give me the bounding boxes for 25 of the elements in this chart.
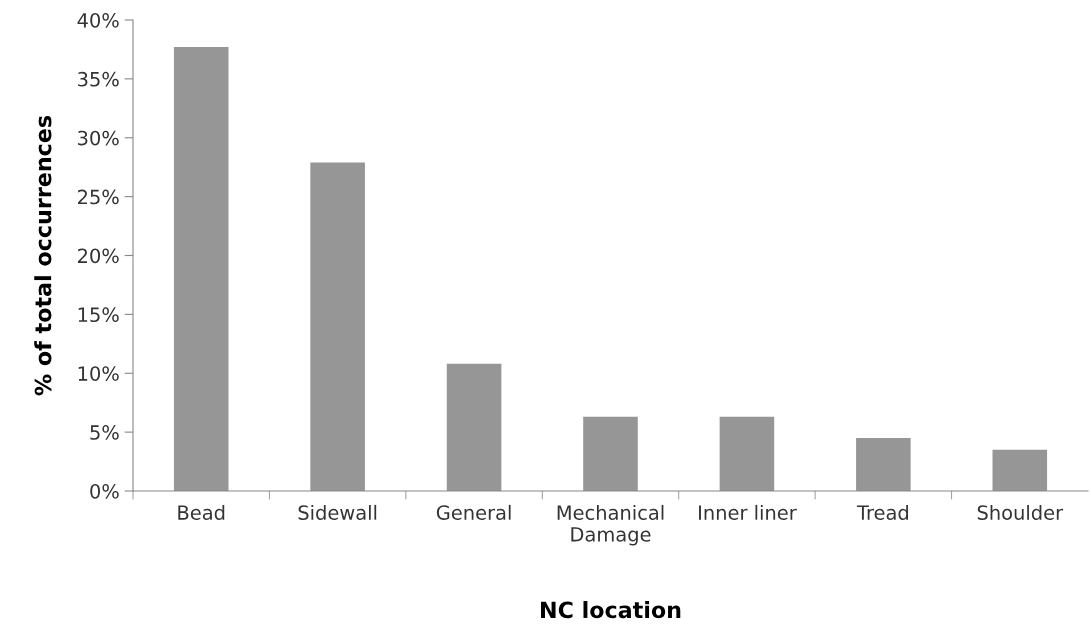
x-tick-label: Sidewall (298, 504, 377, 520)
y-tick-label: 25% (78, 189, 119, 205)
x-tick-label: Bead (178, 504, 225, 520)
bar (719, 416, 775, 491)
x-tick-label: Inner liner (699, 504, 797, 520)
y-tick-label: 5% (90, 425, 119, 440)
x-tick-label: Tread (856, 504, 908, 520)
bar (583, 416, 638, 491)
y-tick-label: 30% (78, 130, 119, 146)
y-tick-label: 10% (78, 366, 119, 381)
bar (856, 438, 911, 491)
bar (310, 162, 365, 491)
y-tick-label: 20% (78, 248, 119, 264)
x-tick-label: General (436, 504, 511, 520)
x-tick-label: Mechanical Damage (557, 504, 664, 546)
y-axis-title: % of total occurrences (34, 115, 52, 396)
bar (446, 363, 502, 491)
bar (992, 449, 1048, 491)
x-axis-title: NC location (541, 601, 681, 619)
y-tick-label: 15% (78, 307, 119, 323)
y-tick-label: 0% (90, 483, 119, 499)
bar (173, 47, 229, 491)
y-tick-label: 35% (78, 71, 119, 87)
y-tick-label: 40% (77, 12, 119, 28)
x-tick-label: Shoulder (977, 504, 1064, 520)
